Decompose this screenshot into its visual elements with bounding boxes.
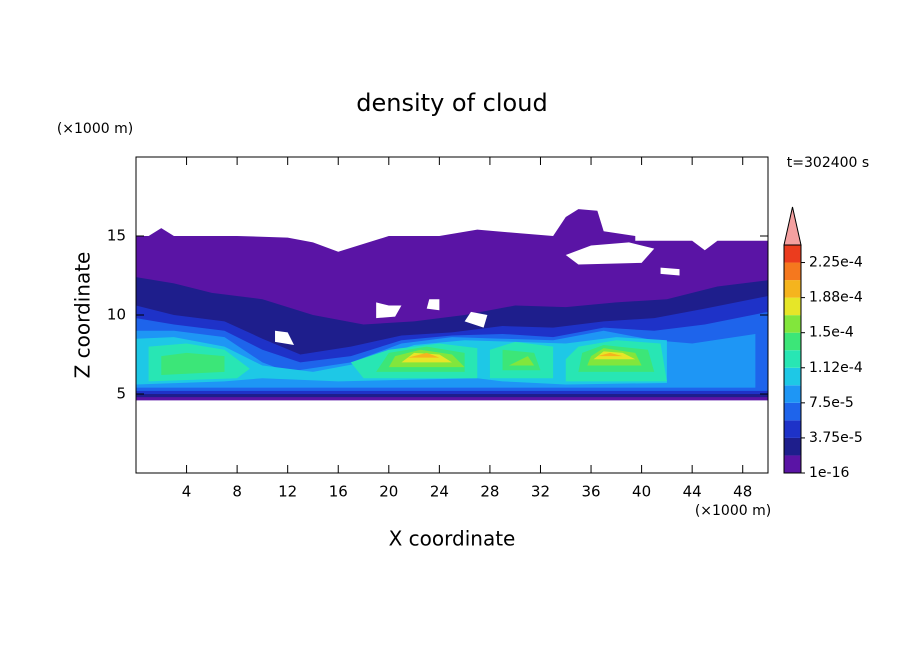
colorbar-tick-label: 1.5e-4 (809, 325, 854, 341)
colorbar-tick-label: 7.5e-5 (809, 395, 854, 411)
contour-region (597, 352, 623, 357)
contour-region (407, 352, 440, 358)
colorbar-tick-label: 1.12e-4 (809, 360, 863, 376)
colorbar-band (784, 332, 801, 351)
contour-region (161, 352, 225, 376)
x-tick-label: 44 (683, 483, 702, 501)
cloud-free-area (565, 242, 655, 265)
cloud-free-area (426, 299, 440, 311)
colorbar-band (784, 280, 801, 298)
y-axis-label: Z coordinate (71, 252, 95, 379)
chart-title: density of cloud (356, 89, 547, 117)
colorbar-tick-label: 2.25e-4 (809, 255, 863, 271)
x-tick-label: 8 (232, 483, 242, 501)
y-tick-label: 15 (107, 227, 126, 245)
y-tick-label: 10 (107, 306, 126, 324)
contour-region (508, 356, 535, 366)
x-tick-label: 40 (632, 483, 651, 501)
x-unit: (×1000 m) (695, 503, 771, 519)
x-tick-label: 36 (581, 483, 600, 501)
cloud-free-area (275, 330, 294, 346)
cloud-free-area (660, 267, 680, 276)
x-tick-label: 12 (278, 483, 297, 501)
colorbar-band (784, 420, 801, 438)
colorbar-band (784, 437, 801, 456)
x-tick-label: 24 (430, 483, 449, 501)
colorbar-band (784, 350, 801, 368)
x-tick-label: 16 (329, 483, 348, 501)
colorbar-tick-label: 1e-16 (809, 465, 849, 481)
colorbar-extension (783, 206, 802, 246)
colorbar-band (784, 245, 801, 263)
cloud-free-area (464, 311, 488, 328)
colorbar-frame (783, 244, 802, 474)
x-tick-label: 4 (182, 483, 192, 501)
x-tick-label: 48 (733, 483, 752, 501)
colorbar-band (784, 385, 801, 403)
colorbar-band (784, 315, 801, 333)
colorbar-band (784, 455, 801, 473)
colorbar-band (784, 262, 801, 281)
colorbar-band (784, 402, 801, 421)
y-tick-label: 5 (116, 385, 126, 403)
time-label: t=302400 s (787, 155, 869, 171)
colorbar-band (784, 297, 801, 316)
x-tick-label: 32 (531, 483, 550, 501)
y-unit: (×1000 m) (57, 121, 133, 137)
x-tick-label: 28 (480, 483, 499, 501)
colorbar-band (784, 367, 801, 386)
x-tick-label: 20 (379, 483, 398, 501)
cloud-free-area (376, 302, 402, 319)
colorbar-tick-label: 3.75e-5 (809, 430, 863, 446)
x-axis-label: X coordinate (389, 527, 516, 551)
colorbar-tick-label: 1.88e-4 (809, 290, 863, 306)
